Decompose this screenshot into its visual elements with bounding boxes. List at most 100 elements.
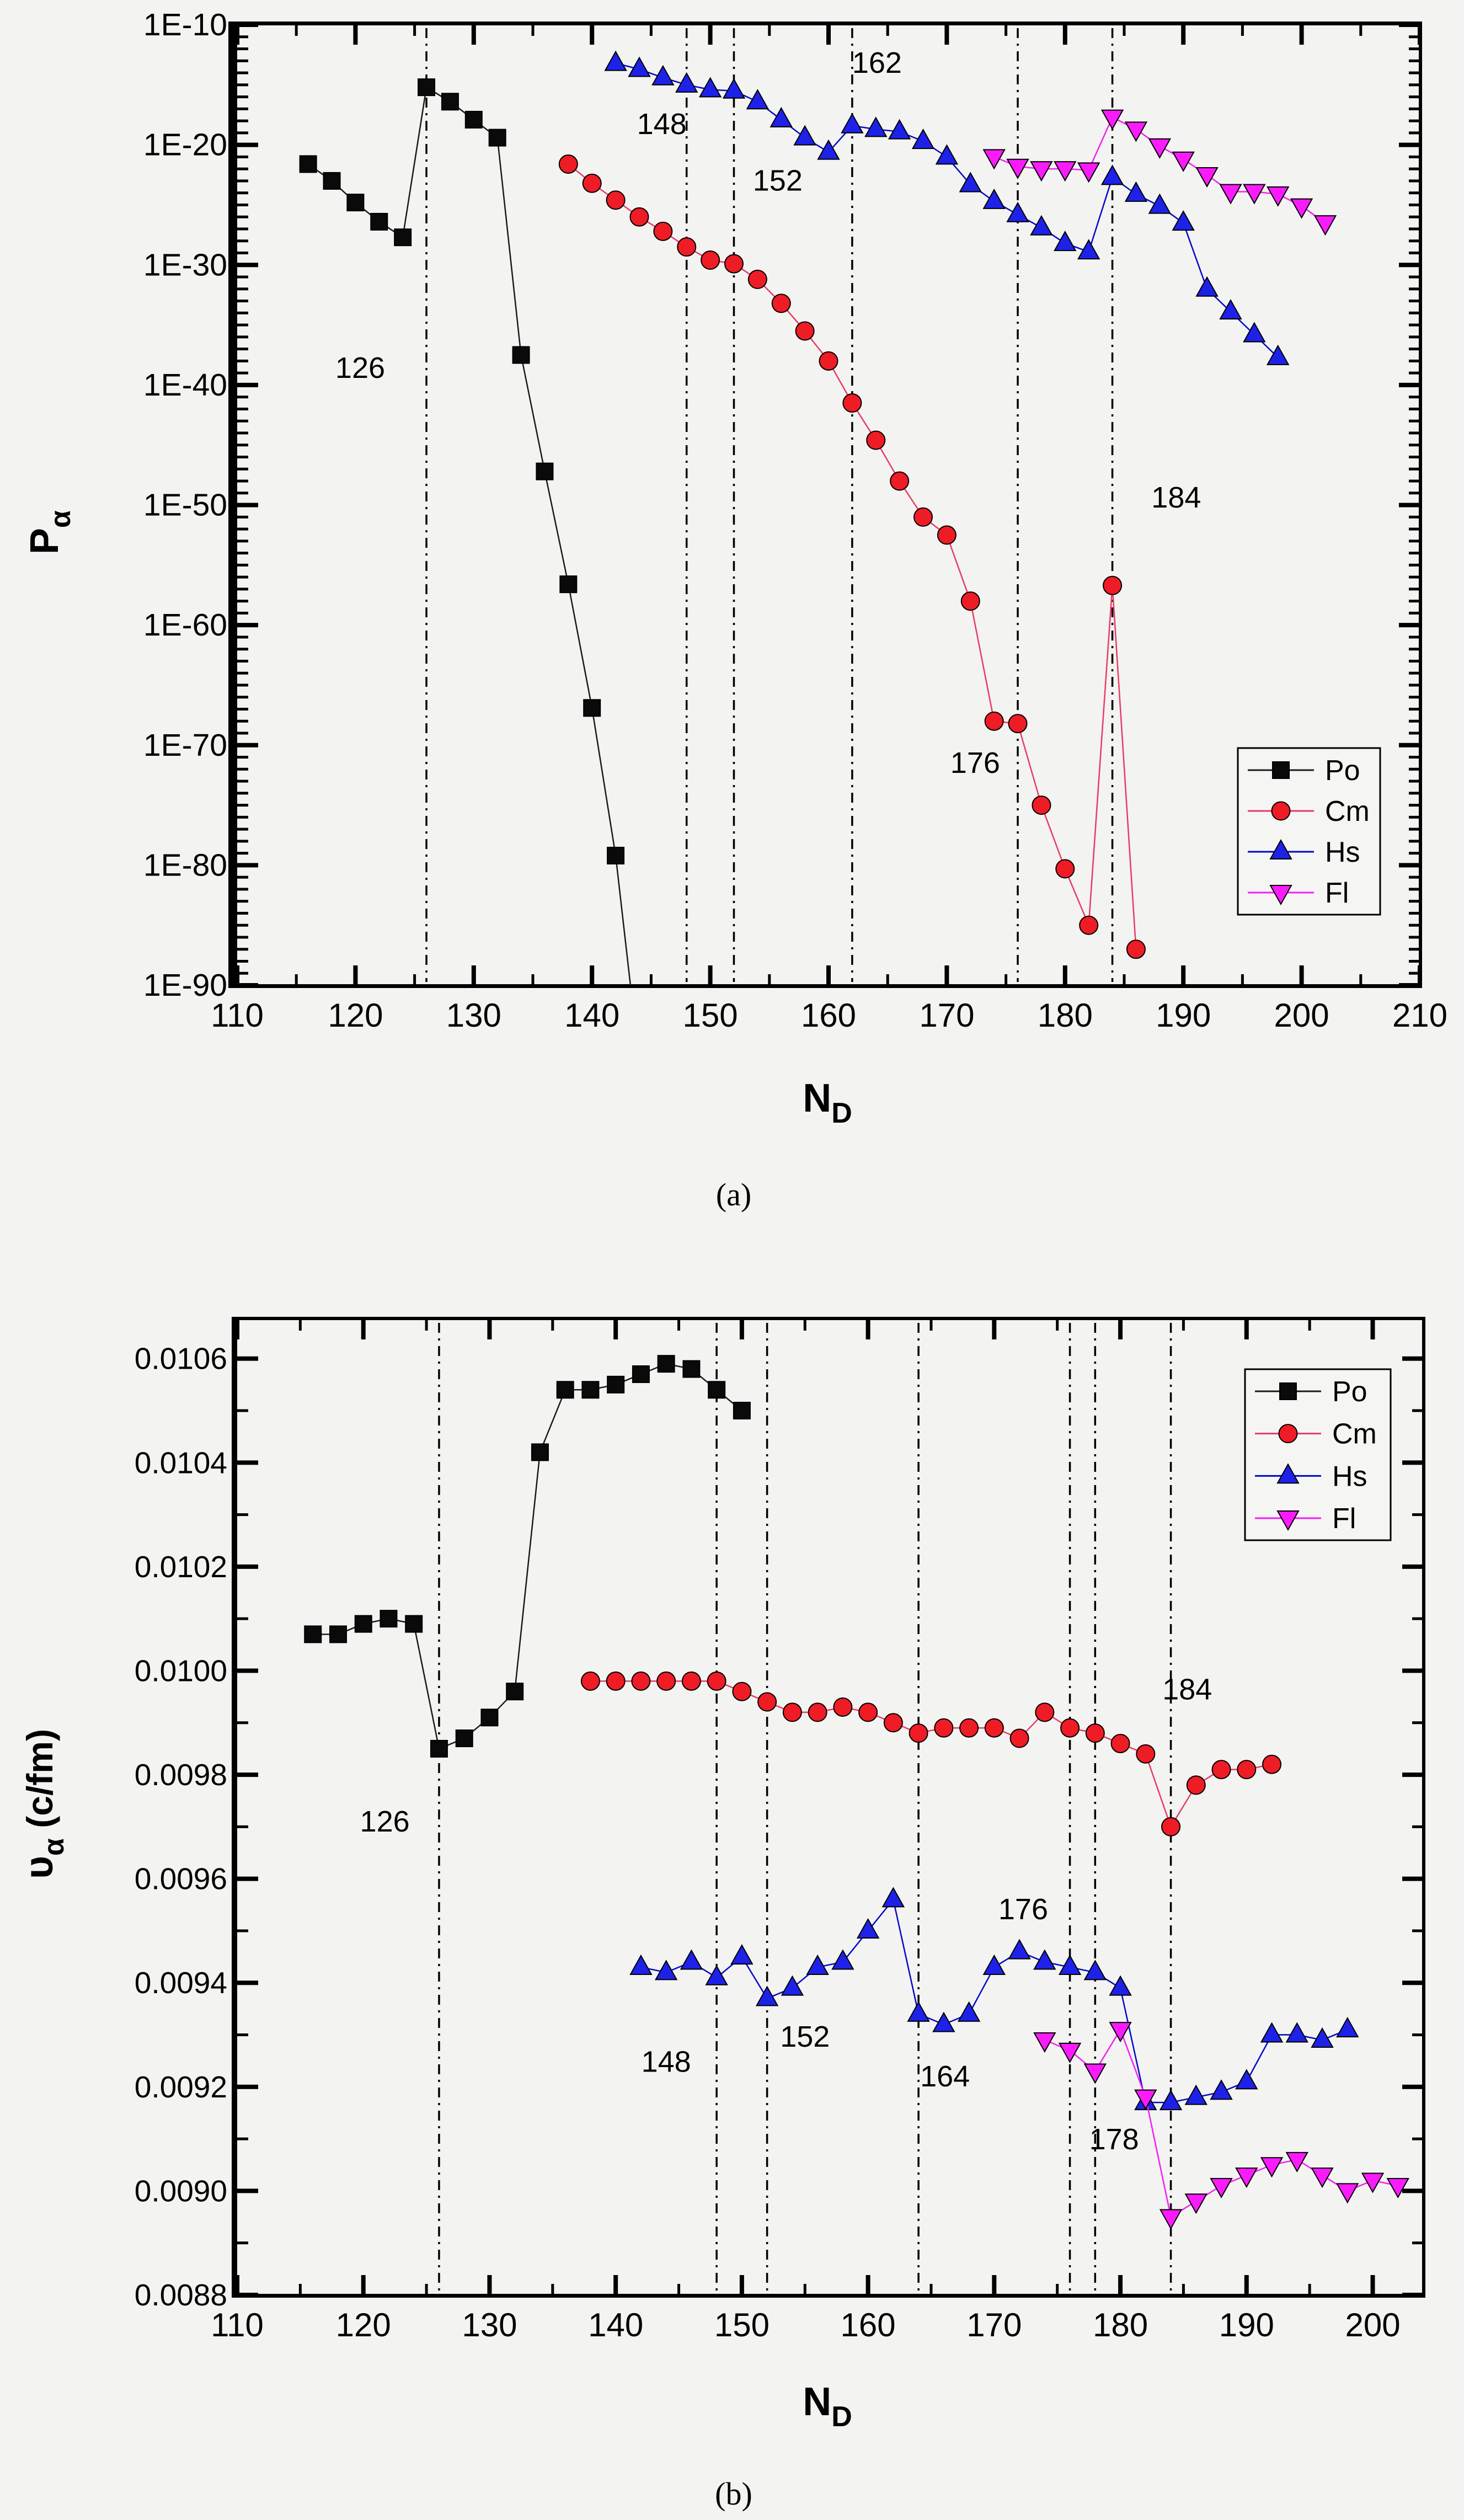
annotation-148: 148: [637, 108, 687, 141]
x-tick-label-a: 190: [1156, 997, 1211, 1034]
series-Po-line: [307, 86, 632, 985]
caption-a: (a): [716, 1177, 751, 1213]
annotation-176: 176: [950, 746, 1000, 780]
legend-label-Fl: Fl: [1325, 877, 1349, 909]
shell-lines-b: [438, 1323, 1172, 2292]
y-ticks-a: 1E-10 1E-20 1E-30 1E-40 1E-50 1E-60 1E-70 1E-80…: [143, 7, 1420, 1003]
y-tick-label-b: 0.0096: [135, 1862, 227, 1896]
legend-box: [1244, 1368, 1392, 1541]
legend-box: [1237, 747, 1381, 916]
series-Fl-markers: [1033, 2022, 1409, 2230]
chart-b-panel: 110 120 130 140 150 160 170 180 190 2000.01060.01…: [135, 1317, 1425, 2343]
series-Po-line: [313, 1363, 742, 1750]
y-tick-label-b: 0.0102: [135, 1550, 227, 1584]
x-tick-label-a: 200: [1274, 997, 1329, 1034]
x-tick-label-b: 140: [588, 2307, 643, 2343]
y-tick-label-a: 1E-60: [143, 607, 227, 643]
x-tick-label-a: 170: [919, 997, 974, 1034]
legend-a: Po Cm Hs Fl: [1237, 747, 1381, 916]
annotation-184: 184: [1151, 481, 1201, 514]
annotation-152: 152: [780, 2020, 830, 2053]
series-Cm-markers: [580, 1671, 1282, 1836]
x-ticks-b: 110 120 130 140 150 160 170 180 190 200: [211, 1320, 1401, 2343]
x-tick-label-b: 200: [1345, 2307, 1400, 2343]
x-tick-label-a: 160: [801, 997, 856, 1034]
y-tick-label-b: 0.0088: [135, 2278, 227, 2312]
annotation-164: 164: [920, 2060, 970, 2093]
y-tick-label-b: 0.0104: [135, 1445, 227, 1480]
y-tick-label-a: 1E-40: [143, 367, 227, 403]
legend-label-Fl: Fl: [1332, 1503, 1356, 1535]
annotation-126: 126: [335, 351, 385, 385]
annotation-126: 126: [360, 1805, 410, 1838]
legend-label-Cm: Cm: [1332, 1418, 1377, 1450]
x-tick-label-a: 210: [1392, 997, 1447, 1034]
annotations-a: 126 148 152 162 176 184: [335, 46, 1201, 780]
annotation-148: 148: [642, 2045, 691, 2078]
y-tick-label-b: 0.0094: [135, 1966, 227, 2000]
y-tick-label-a: 1E-80: [143, 847, 227, 883]
series-Cm-markers: [558, 154, 1146, 959]
y-tick-label-b: 0.0090: [135, 2174, 227, 2208]
caption-b: (b): [715, 2476, 752, 2512]
y-ticks-b: 0.0106 0.0104 0.0102 0.0100 0.0098 0.0096 0.00…: [135, 1342, 1423, 2312]
y-axis-title-b: υα (c/fm): [17, 1729, 70, 1879]
x-tick-label-a: 150: [683, 997, 738, 1034]
x-axis-title-b: ND: [803, 2380, 852, 2433]
series-Po-a: [299, 78, 632, 985]
series-Cm-b: [580, 1671, 1282, 1836]
series-Fl-b: [1033, 2022, 1409, 2230]
legend-label-Po: Po: [1325, 755, 1360, 787]
legend-label-Po: Po: [1332, 1376, 1367, 1408]
x-ticks-a: 110 120 130 140 150 160 170 180 190 200 210: [211, 25, 1447, 1034]
x-tick-label-a: 110: [211, 997, 264, 1034]
series-Hs-markers: [629, 1887, 1359, 2111]
x-tick-label-b: 180: [1093, 2307, 1148, 2343]
x-tick-label-b: 170: [966, 2307, 1022, 2343]
y-tick-label-b: 0.0092: [135, 2070, 227, 2104]
y-tick-label-b: 0.0100: [135, 1653, 227, 1688]
series-Po-b: [304, 1355, 751, 1758]
series-Po-markers: [304, 1355, 751, 1758]
series-Fl-markers: [982, 109, 1337, 236]
legend-label-Hs: Hs: [1332, 1460, 1367, 1492]
y-tick-label-a: 1E-30: [143, 247, 227, 282]
x-tick-label-b: 160: [841, 2307, 896, 2343]
x-tick-label-a: 130: [446, 997, 501, 1034]
series-Hs-line: [615, 62, 1279, 358]
annotation-152: 152: [753, 164, 803, 197]
y-tick-label-a: 1E-10: [143, 7, 227, 42]
series-Po-markers: [299, 78, 625, 864]
series-Hs-b: [629, 1887, 1359, 2111]
y-tick-label-b: 0.0098: [135, 1758, 227, 1792]
y-axis-title-a: Pα: [23, 510, 77, 554]
x-tick-label-a: 120: [328, 997, 383, 1034]
annotation-176: 176: [998, 1893, 1048, 1926]
annotation-178: 178: [1089, 2123, 1139, 2156]
x-axis-title-a: ND: [803, 1076, 852, 1129]
chart-a-panel: 110 120 130 140 150 160 170 180 190 200 2101E-101E…: [143, 7, 1447, 1034]
x-tick-label-a: 180: [1038, 997, 1093, 1034]
y-tick-label-a: 1E-90: [143, 968, 227, 1003]
shell-lines-a: [425, 28, 1114, 982]
axis-frame-a: [228, 22, 1422, 988]
annotations-b: 126 148 152 164 176 178 184: [360, 1673, 1212, 2156]
series-Fl-a: [982, 109, 1337, 236]
series-Cm-a: [558, 154, 1146, 959]
x-tick-label-a: 140: [564, 997, 619, 1034]
x-tick-label-b: 110: [211, 2307, 264, 2343]
y-tick-label-a: 1E-20: [143, 127, 227, 163]
y-tick-label-b: 0.0106: [135, 1342, 227, 1376]
legend-b: Po Cm Hs Fl: [1244, 1368, 1392, 1541]
annotation-162: 162: [852, 46, 902, 79]
legend-label-Hs: Hs: [1325, 836, 1360, 868]
y-tick-label-a: 1E-50: [143, 488, 227, 523]
series-Hs-line: [640, 1898, 1348, 2103]
legend-label-Cm: Cm: [1325, 795, 1370, 827]
annotation-184: 184: [1162, 1673, 1212, 1706]
series-Hs-a: [604, 50, 1290, 365]
series-Cm-line: [590, 1680, 1272, 1829]
y-tick-label-a: 1E-70: [143, 728, 227, 763]
